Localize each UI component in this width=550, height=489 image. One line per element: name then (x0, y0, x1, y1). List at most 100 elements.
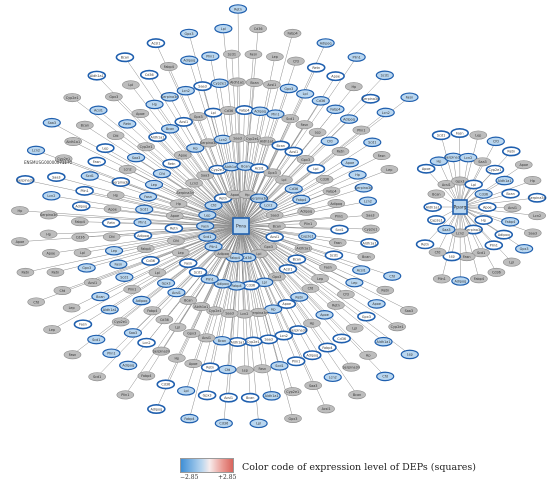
right-node[interactable] (472, 248, 490, 258)
main-node[interactable] (76, 120, 94, 130)
main-node[interactable] (131, 109, 150, 119)
hub-main-square[interactable] (232, 217, 250, 235)
main-node[interactable] (136, 243, 155, 253)
main-node[interactable] (352, 265, 371, 275)
main-node[interactable] (296, 154, 315, 164)
main-node[interactable] (164, 223, 184, 234)
main-node[interactable] (284, 146, 304, 157)
main-node[interactable] (358, 196, 378, 207)
main-node[interactable] (54, 154, 73, 164)
main-node[interactable] (347, 52, 366, 62)
main-node[interactable] (308, 127, 327, 137)
main-node[interactable] (109, 259, 128, 270)
main-node[interactable] (271, 140, 291, 151)
main-node[interactable] (139, 69, 159, 80)
main-node[interactable] (348, 390, 366, 400)
main-node[interactable] (287, 254, 307, 265)
main-node[interactable] (152, 168, 171, 179)
main-node[interactable] (141, 255, 160, 266)
main-node[interactable] (143, 306, 162, 316)
main-node[interactable] (328, 238, 347, 248)
main-node[interactable] (115, 272, 134, 282)
main-node[interactable] (270, 361, 289, 371)
main-node[interactable] (91, 291, 110, 302)
main-node[interactable] (320, 136, 339, 147)
main-node[interactable] (376, 371, 395, 382)
main-node[interactable] (118, 164, 137, 174)
main-node[interactable] (88, 372, 106, 382)
main-node[interactable] (287, 56, 305, 66)
main-node[interactable] (345, 277, 364, 288)
main-node[interactable] (223, 49, 241, 59)
main-node[interactable] (188, 267, 208, 278)
main-node[interactable] (340, 157, 359, 168)
main-node[interactable] (400, 305, 418, 315)
right-node[interactable] (523, 175, 542, 185)
right-node[interactable] (494, 229, 514, 240)
right-node[interactable] (477, 202, 497, 213)
right-node[interactable] (450, 128, 469, 139)
right-node[interactable] (484, 240, 504, 251)
main-node[interactable] (283, 28, 302, 38)
main-node[interactable] (219, 392, 238, 403)
main-node[interactable] (240, 392, 260, 403)
main-node[interactable] (292, 194, 311, 205)
main-node[interactable] (146, 38, 166, 49)
main-node[interactable] (196, 221, 215, 231)
main-node[interactable] (374, 336, 393, 347)
main-node[interactable] (123, 328, 143, 338)
main-node[interactable] (298, 231, 317, 241)
main-node[interactable] (179, 295, 198, 305)
main-node[interactable] (148, 132, 167, 143)
main-node[interactable] (324, 250, 344, 261)
main-node[interactable] (182, 328, 201, 338)
main-node[interactable] (196, 170, 214, 180)
main-node[interactable] (228, 4, 248, 14)
right-node[interactable] (503, 203, 522, 213)
main-node[interactable] (180, 55, 199, 66)
right-node[interactable] (451, 276, 470, 286)
main-node[interactable] (167, 287, 186, 298)
right-node[interactable] (486, 136, 505, 147)
main-node[interactable] (16, 174, 35, 185)
right-node[interactable] (432, 274, 451, 284)
main-node[interactable] (156, 379, 176, 390)
main-node[interactable] (265, 231, 284, 242)
main-node[interactable] (176, 386, 196, 396)
main-node[interactable] (204, 241, 223, 252)
main-node[interactable] (200, 274, 219, 284)
right-node[interactable] (515, 243, 534, 254)
main-node[interactable] (218, 364, 237, 375)
main-node[interactable] (83, 278, 102, 288)
main-node[interactable] (39, 229, 58, 239)
main-node[interactable] (277, 298, 297, 309)
main-node[interactable] (330, 211, 348, 221)
main-node[interactable] (357, 311, 376, 322)
main-node[interactable] (87, 70, 107, 81)
right-node[interactable] (427, 189, 446, 199)
main-node[interactable] (80, 171, 99, 181)
right-node[interactable] (429, 156, 448, 167)
main-node[interactable] (198, 232, 217, 242)
main-node[interactable] (311, 96, 330, 106)
main-node[interactable] (62, 303, 81, 313)
right-node[interactable] (502, 257, 521, 267)
right-node[interactable] (473, 157, 492, 167)
right-node[interactable] (528, 211, 546, 221)
main-node[interactable] (148, 268, 167, 278)
right-node[interactable] (527, 192, 547, 203)
main-node[interactable] (111, 176, 131, 187)
main-node[interactable] (279, 83, 298, 94)
main-node[interactable] (179, 28, 199, 39)
right-node[interactable] (501, 188, 520, 199)
right-node[interactable] (428, 247, 447, 257)
main-node[interactable] (178, 258, 198, 269)
main-node[interactable] (118, 119, 137, 129)
main-node[interactable] (122, 80, 140, 90)
main-node[interactable] (169, 199, 188, 209)
main-node[interactable] (249, 24, 267, 34)
main-node[interactable] (193, 81, 212, 92)
main-node[interactable] (42, 248, 60, 258)
main-node[interactable] (71, 201, 91, 212)
main-node[interactable] (249, 418, 268, 429)
